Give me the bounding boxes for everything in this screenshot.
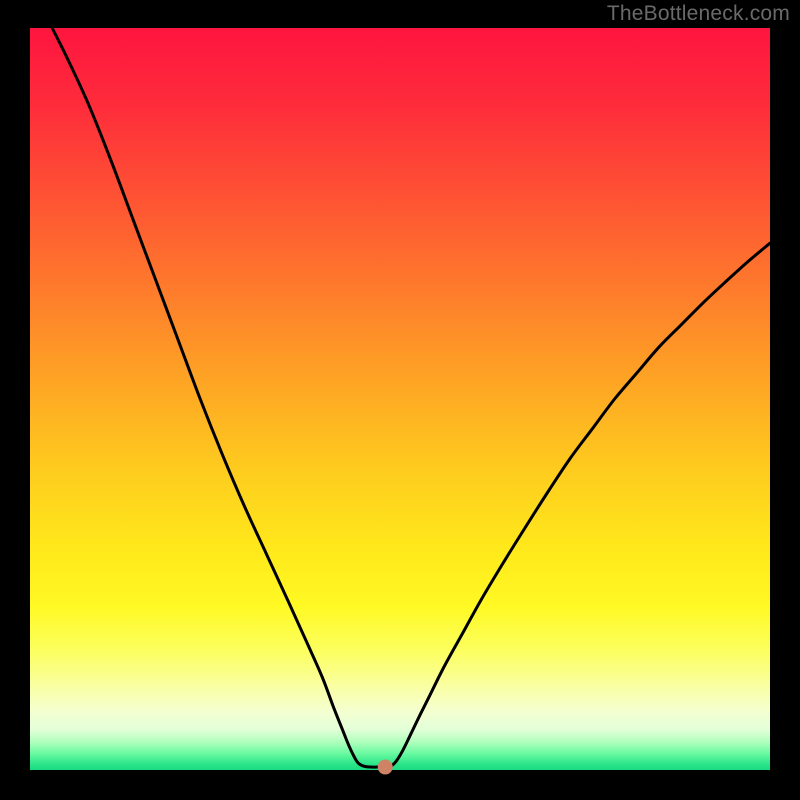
watermark-text: TheBottleneck.com	[607, 2, 790, 26]
chart-frame: TheBottleneck.com	[0, 0, 800, 800]
bottleneck-marker	[378, 760, 393, 775]
chart-gradient-bg	[30, 28, 770, 770]
bottleneck-chart	[0, 0, 800, 800]
